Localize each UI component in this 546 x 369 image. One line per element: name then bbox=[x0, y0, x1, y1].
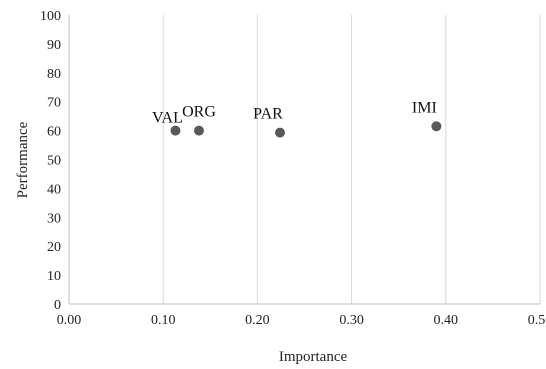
data-point-par bbox=[275, 127, 286, 138]
x-tick-label: 0.30 bbox=[339, 313, 364, 328]
y-tick-label: 20 bbox=[47, 240, 61, 255]
point-labels: VAL ORG PAR IMI bbox=[152, 99, 437, 126]
x-tick-label: 0.20 bbox=[245, 313, 270, 328]
y-tick-label: 100 bbox=[40, 9, 61, 24]
x-tick-label: 0.50 bbox=[528, 313, 546, 328]
point-label-org: ORG bbox=[182, 104, 216, 121]
data-points bbox=[170, 121, 442, 138]
x-tick-label: 0.00 bbox=[57, 313, 82, 328]
x-tick-label: 0.10 bbox=[151, 313, 176, 328]
grid-lines bbox=[162, 15, 541, 304]
y-tick-label: 60 bbox=[47, 125, 61, 140]
y-tick-label: 0 bbox=[54, 298, 61, 313]
x-tick-labels: 0.00 0.10 0.20 0.30 0.40 0.50 bbox=[57, 313, 546, 328]
point-label-val: VAL bbox=[152, 110, 183, 127]
y-tick-label: 10 bbox=[47, 269, 61, 284]
data-point-org bbox=[193, 125, 204, 136]
y-tick-label: 70 bbox=[47, 96, 61, 111]
x-tick-label: 0.40 bbox=[434, 313, 459, 328]
y-tick-label: 90 bbox=[47, 38, 61, 53]
y-tick-label: 80 bbox=[47, 67, 61, 82]
y-tick-labels: 0 10 20 30 40 50 60 70 80 90 100 bbox=[40, 9, 61, 313]
x-axis-title: Importance bbox=[279, 349, 348, 365]
y-tick-label: 50 bbox=[47, 154, 61, 169]
axes bbox=[68, 15, 540, 305]
data-point-val bbox=[170, 125, 181, 136]
y-axis-title: Performance bbox=[15, 121, 31, 198]
y-tick-label: 40 bbox=[47, 182, 61, 197]
y-tick-label: 30 bbox=[47, 211, 61, 226]
data-point-imi bbox=[431, 121, 442, 132]
point-label-par: PAR bbox=[253, 106, 283, 123]
point-label-imi: IMI bbox=[412, 99, 437, 116]
